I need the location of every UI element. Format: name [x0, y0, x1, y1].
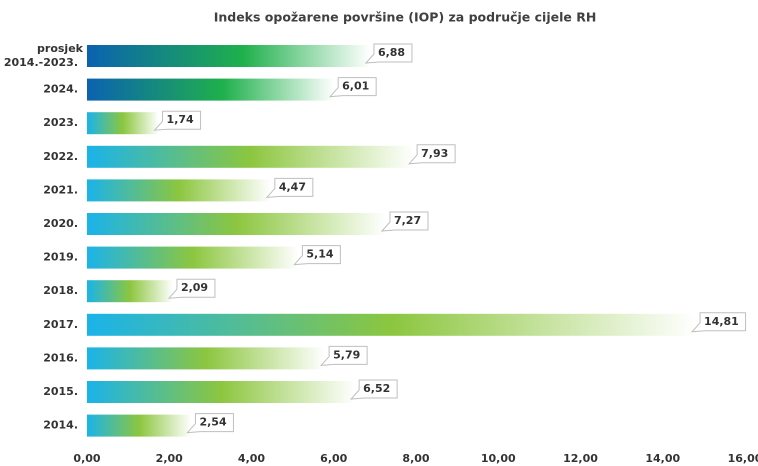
y-tick-label: 2020. [43, 217, 78, 230]
y-tick-label: 2021. [43, 183, 78, 196]
bar [87, 313, 697, 336]
x-tick-label: 10,00 [481, 452, 516, 465]
label-callout [380, 211, 429, 232]
value-label: 4,47 [279, 180, 306, 193]
y-tick-label: 2022. [43, 150, 78, 163]
label-callout [153, 110, 202, 131]
y-tick-label: prosjek 2014.-2023. [4, 42, 84, 69]
bar [87, 78, 335, 101]
x-tick-label: 14,00 [645, 452, 680, 465]
value-label: 1,74 [167, 113, 194, 126]
value-label: 5,79 [333, 348, 360, 361]
label-callout [690, 312, 747, 333]
value-label: 7,93 [421, 147, 448, 160]
bar [87, 112, 159, 135]
y-tick-label: 2017. [43, 318, 78, 331]
x-tick-label: 12,00 [563, 452, 598, 465]
x-tick-label: 8,00 [402, 452, 429, 465]
x-tick-label: 4,00 [238, 452, 265, 465]
y-tick-label: 2023. [43, 116, 78, 129]
label-callout [293, 245, 341, 266]
y-tick-label: 2024. [43, 83, 78, 96]
value-label: 5,14 [306, 248, 333, 261]
x-tick-label: 16,00 [728, 452, 758, 465]
y-tick-label: 2016. [43, 351, 78, 364]
bar [87, 45, 370, 67]
value-label: 7,27 [394, 214, 421, 227]
label-callout [265, 177, 314, 198]
bar [87, 414, 192, 437]
y-tick-label: 2014. [43, 419, 78, 432]
y-tick-label: 2015. [43, 385, 78, 398]
x-tick-label: 2,00 [156, 452, 183, 465]
bar [87, 213, 386, 235]
y-tick-label: 2018. [43, 284, 78, 297]
label-callout [328, 77, 377, 98]
chart-title: Indeks opožarene površine (IOP) za podru… [214, 10, 597, 25]
label-callout [167, 278, 216, 299]
label-callout [349, 379, 398, 400]
value-label: 6,01 [342, 80, 369, 93]
value-label: 6,52 [363, 382, 390, 395]
label-callout [186, 413, 234, 434]
y-tick-label: 2019. [43, 251, 78, 264]
label-callout [364, 43, 413, 64]
value-label: 14,81 [704, 315, 739, 328]
x-tick-label: 0,00 [73, 452, 100, 465]
bar [87, 381, 356, 403]
bar [87, 179, 271, 202]
label-callout [407, 144, 456, 165]
value-label: 2,54 [199, 416, 226, 429]
label-callout [319, 345, 368, 366]
bar [87, 280, 173, 303]
bar [87, 347, 326, 370]
value-label: 2,09 [181, 281, 208, 294]
value-label: 6,88 [378, 46, 405, 59]
x-tick-label: 6,00 [320, 452, 347, 465]
bar [87, 246, 299, 269]
bar [87, 145, 414, 168]
